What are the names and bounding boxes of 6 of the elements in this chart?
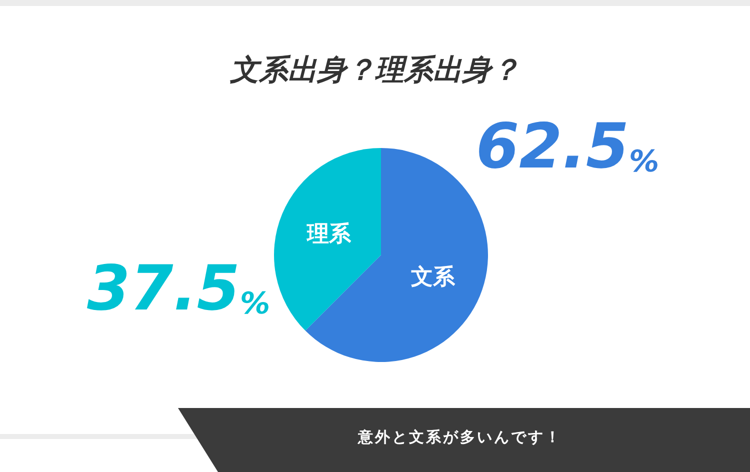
text: 意外と文系が多いんです！ [358, 428, 562, 447]
slice-label: 文系 [410, 264, 456, 290]
data-label: 37.5% [86, 252, 270, 324]
data-label: 62.5% [476, 110, 660, 182]
chart-title: 文系出身？理系出身？ [229, 52, 520, 86]
slice-label: 理系 [306, 220, 352, 246]
